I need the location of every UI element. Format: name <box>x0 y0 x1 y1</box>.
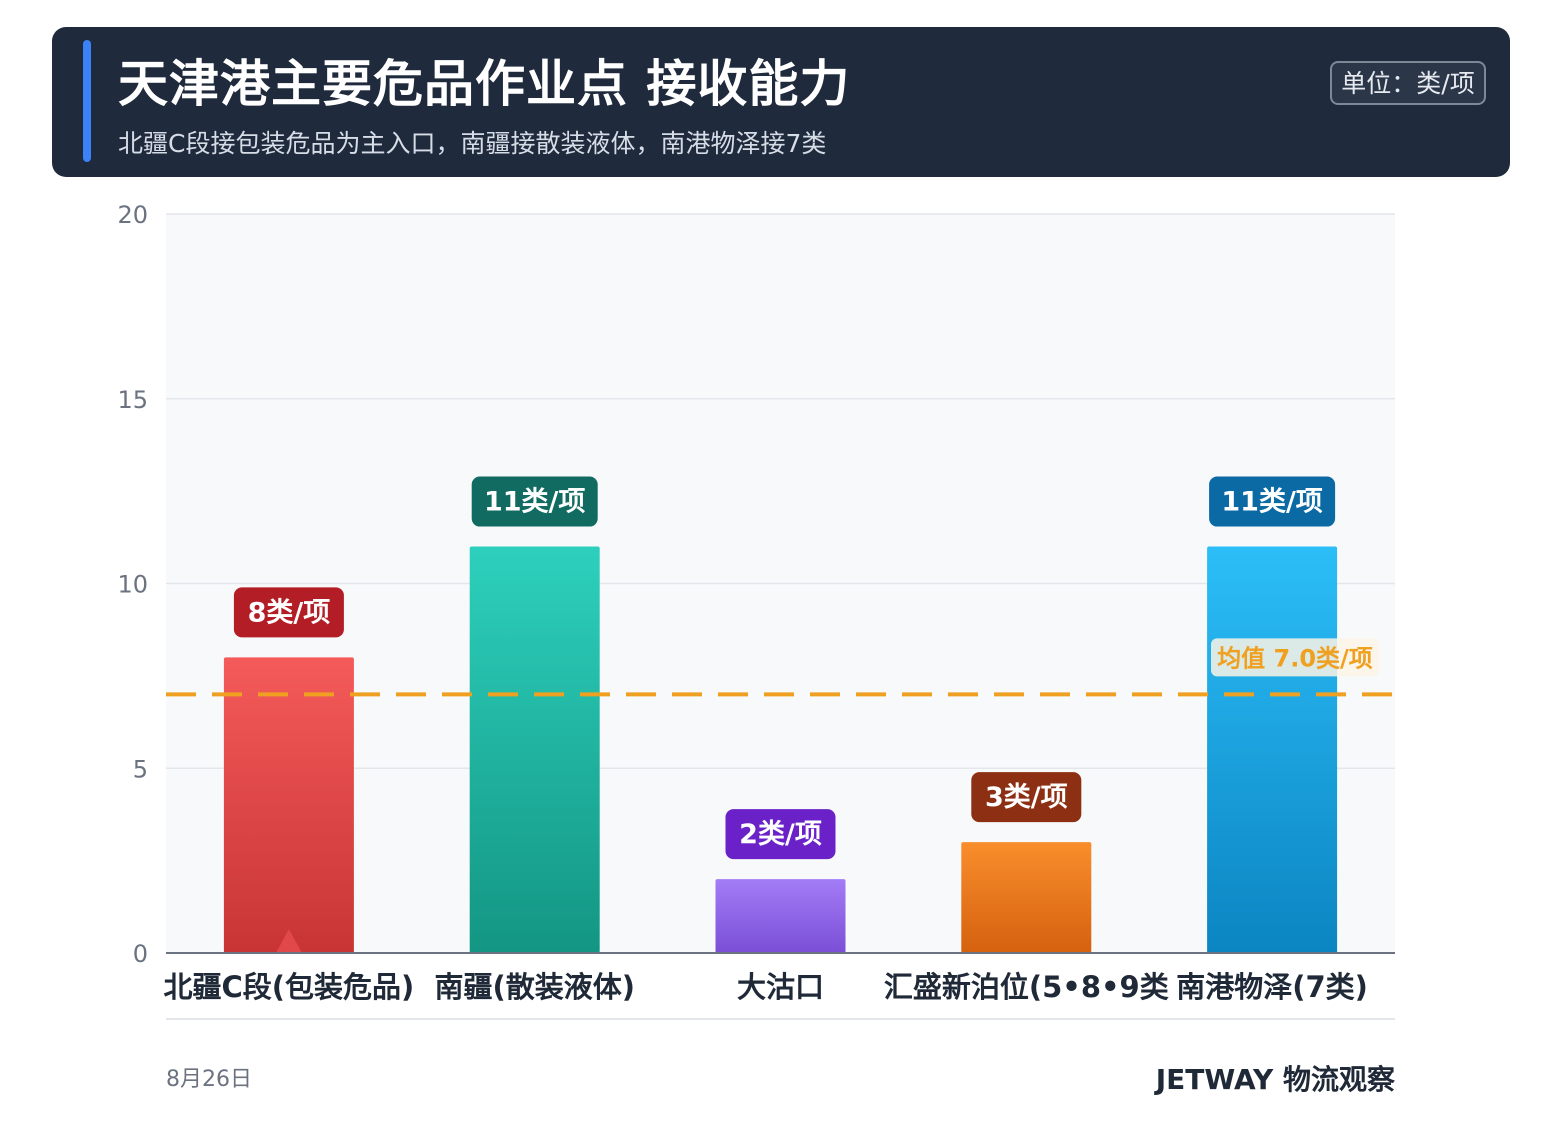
footer-date: 8月26日 <box>166 1067 252 1092</box>
brand-label: JETWAY 物流观察 <box>1155 1063 1395 1096</box>
bar <box>1207 546 1338 953</box>
y-tick-label: 5 <box>133 755 148 783</box>
chart-title: 天津港主要危品作业点 接收能力 <box>118 55 851 113</box>
value-label: 8类/项 <box>248 597 331 628</box>
value-label-badge <box>1209 476 1336 527</box>
chart-subtitle: 北疆C段接包装危品为主入口，南疆接散装液体，南港物泽接7类 <box>118 129 827 158</box>
value-label: 11类/项 <box>1221 487 1322 518</box>
value-label-badge <box>471 476 598 527</box>
unit-badge: 单位：类/项 <box>1330 61 1486 105</box>
value-label: 3类/项 <box>985 782 1068 813</box>
value-label-badge <box>971 772 1082 823</box>
bar <box>961 842 1092 953</box>
x-tick-label: 北疆C段(包装危品) <box>164 970 415 1004</box>
x-tick-label: 大沽口 <box>737 970 824 1004</box>
value-label-badge <box>233 587 344 638</box>
header-accent-bar <box>83 40 91 162</box>
value-label-badge <box>725 809 836 860</box>
bar <box>715 879 846 953</box>
mean-label-background <box>1211 638 1379 677</box>
x-tick-label: 南港物泽(7类) <box>1176 970 1368 1004</box>
bar <box>469 546 600 953</box>
x-tick-label: 南疆(散装液体) <box>434 970 635 1004</box>
mean-label: 均值 7.0类/项 <box>1217 644 1373 672</box>
value-label: 11类/项 <box>484 487 585 518</box>
x-tick-label: 汇盛新泊位(5•8•9类 <box>884 970 1169 1004</box>
bar <box>223 657 354 953</box>
value-label: 2类/项 <box>739 819 822 850</box>
y-tick-label: 10 <box>117 571 148 599</box>
y-tick-label: 15 <box>117 386 148 414</box>
y-tick-label: 0 <box>133 940 148 968</box>
header-panel <box>52 27 1510 177</box>
baseline-marker-triangle <box>275 929 302 953</box>
y-tick-label: 20 <box>117 201 148 229</box>
